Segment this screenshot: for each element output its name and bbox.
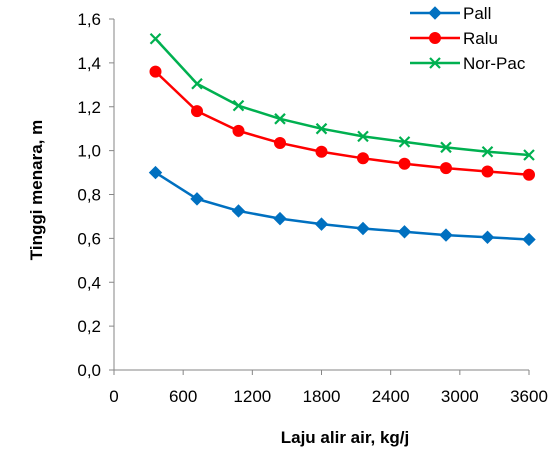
data-point [440,162,452,175]
y-tick-label: 0,2 [77,317,101,336]
data-point [480,230,495,244]
data-point [274,113,286,125]
legend-item: Nor-Pac [410,54,526,73]
legend-item: Pall [410,4,491,23]
x-axis-title: Laju alir air, kg/j [281,428,410,447]
tick-labels: 0,0 0,2 0,4 0,6 0,8 1,0 1,2 1,4 1,6 0 600 1200 1800 2… [77,10,548,406]
x-tick-label: 1800 [303,387,341,406]
x-tick-label: 3600 [510,387,548,406]
series-pall [148,165,536,247]
x-tick-label: 0 [109,387,118,406]
data-point [314,217,329,231]
y-tick-label: 0,6 [77,229,101,248]
y-tick-label: 0,0 [77,361,101,380]
legend-label: Nor-Pac [463,54,526,73]
legend-marker [428,6,442,20]
y-tick-label: 1,0 [77,142,101,161]
data-point [523,149,535,161]
y-tick-label: 0,4 [77,273,101,292]
y-tick-label: 1,6 [77,10,101,29]
y-axis-title: Tinggi menara, m [27,120,46,260]
data-point [190,192,204,206]
data-point [149,32,162,45]
series-line [154,70,530,177]
data-point [356,221,370,236]
legend-item: Ralu [410,29,498,48]
x-tick-label: 1200 [233,387,271,406]
series-ralu [149,65,535,181]
data-point [273,211,287,226]
data-point [397,225,412,239]
axes [109,18,530,375]
data-point [440,141,452,154]
data-point [232,99,245,112]
data-point [481,145,494,158]
data-point [357,130,369,143]
series-nor-pac [149,32,535,161]
data-point [398,157,411,170]
data-point [274,136,286,149]
data-point [522,232,536,247]
series-line [154,171,530,241]
data-point [231,204,246,218]
data-point [523,168,535,181]
x-tick-label: 600 [169,387,197,406]
data-point [439,228,453,242]
legend-marker [429,57,441,69]
data-point [398,136,411,148]
data-point [315,145,328,158]
legend-marker [429,32,441,44]
data-point [357,152,369,165]
legend-label: Pall [463,4,491,23]
legend: Pall Ralu Nor-Pac [410,4,526,73]
x-tick-label: 3000 [441,387,479,406]
legend-label: Ralu [463,29,498,48]
series-line [154,37,530,157]
data-point [148,165,163,180]
y-tick-label: 1,2 [77,98,101,117]
data-point [149,65,162,78]
data-point [315,122,328,135]
data-point [191,77,203,90]
x-tick-label: 2400 [372,387,410,406]
y-tick-label: 0,8 [77,186,101,205]
data-point [191,105,203,118]
data-point [232,124,245,137]
series-layer [148,32,536,247]
y-tick-label: 1,4 [77,54,101,73]
data-point [481,165,494,178]
